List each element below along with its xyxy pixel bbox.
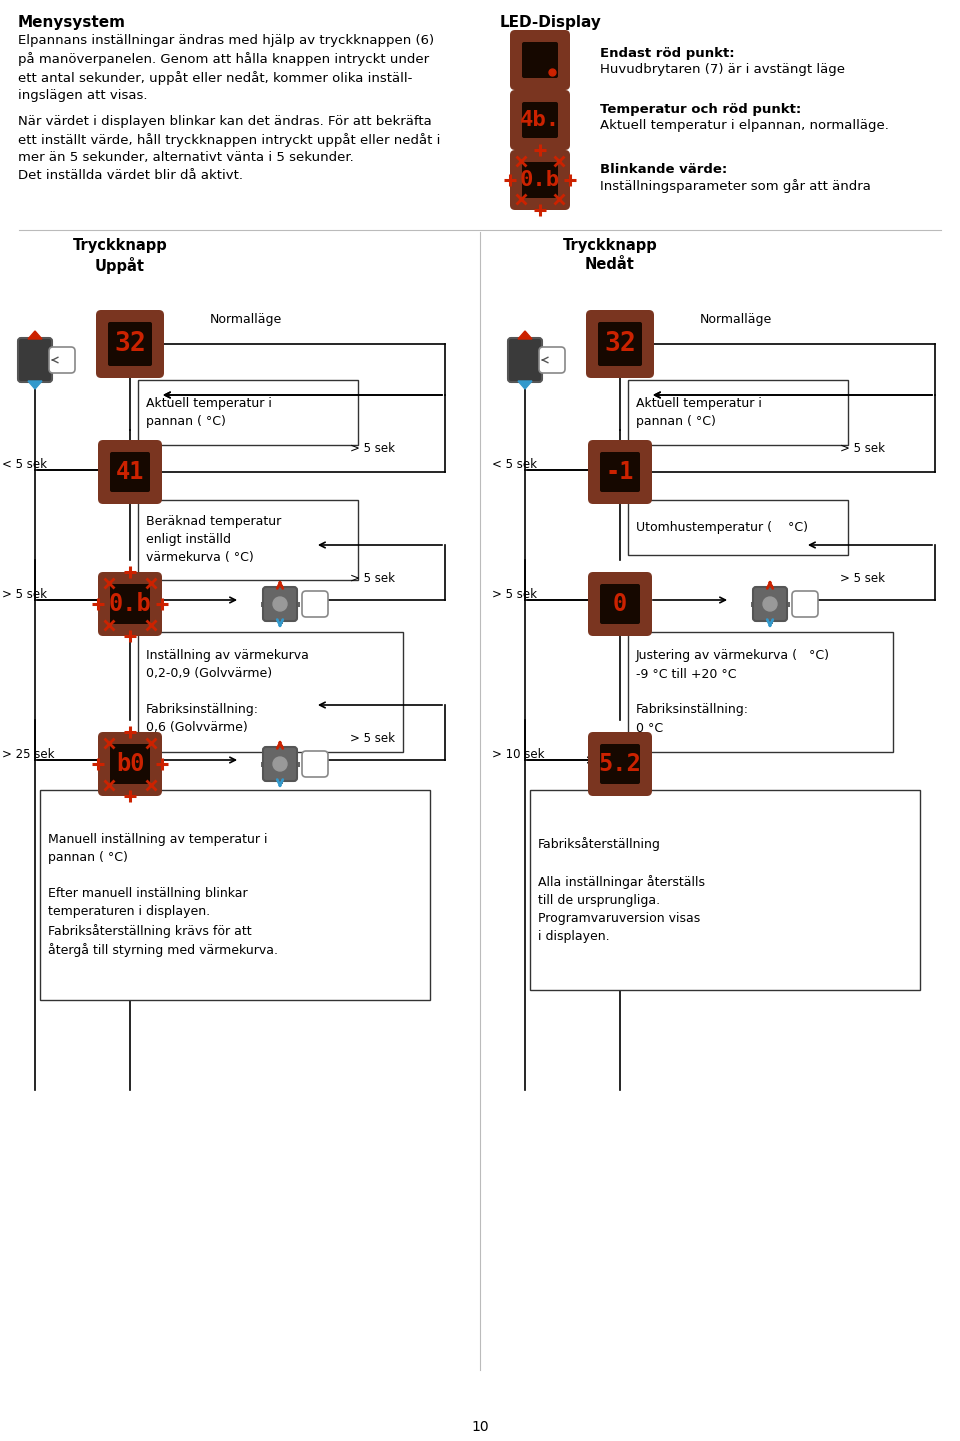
FancyBboxPatch shape bbox=[277, 778, 282, 784]
FancyBboxPatch shape bbox=[263, 586, 297, 621]
Text: 5.2: 5.2 bbox=[599, 752, 641, 777]
Bar bbox=[138, 500, 358, 579]
Text: Manuell inställning av temperatur i
pannan ( °C)

Efter manuell inställning blin: Manuell inställning av temperatur i pann… bbox=[48, 833, 278, 957]
Bar bbox=[40, 790, 430, 1000]
Text: 4b.: 4b. bbox=[520, 110, 560, 130]
FancyBboxPatch shape bbox=[98, 732, 162, 795]
Text: Normalläge: Normalläge bbox=[700, 313, 772, 326]
FancyBboxPatch shape bbox=[767, 618, 773, 624]
Text: Inställning av värmekurva
0,2-0,9 (Golvvärme)

Fabriksinställning:
0,6 (Golvvärm: Inställning av värmekurva 0,2-0,9 (Golvv… bbox=[146, 650, 309, 735]
FancyBboxPatch shape bbox=[510, 30, 570, 89]
FancyBboxPatch shape bbox=[753, 586, 787, 621]
Bar bbox=[138, 380, 358, 445]
Text: När värdet i displayen blinkar kan det ändras. För att bekräfta
ett inställt vär: När värdet i displayen blinkar kan det ä… bbox=[18, 115, 441, 182]
Bar bbox=[628, 500, 848, 555]
Text: 32: 32 bbox=[114, 331, 146, 357]
FancyBboxPatch shape bbox=[18, 339, 52, 382]
FancyBboxPatch shape bbox=[290, 589, 295, 595]
Polygon shape bbox=[28, 380, 42, 389]
FancyBboxPatch shape bbox=[588, 732, 652, 795]
FancyBboxPatch shape bbox=[751, 601, 756, 607]
Polygon shape bbox=[518, 380, 532, 389]
Text: Beräknad temperatur
enligt inställd
värmekurva ( °C): Beräknad temperatur enligt inställd värm… bbox=[146, 516, 281, 565]
FancyBboxPatch shape bbox=[302, 591, 328, 617]
Polygon shape bbox=[518, 331, 532, 339]
Text: < 5 sek: < 5 sek bbox=[492, 458, 537, 471]
Circle shape bbox=[273, 757, 287, 771]
Text: Huvudbrytaren (7) är i avstängt läge: Huvudbrytaren (7) är i avstängt läge bbox=[600, 63, 845, 76]
FancyBboxPatch shape bbox=[260, 761, 266, 767]
FancyBboxPatch shape bbox=[767, 585, 773, 589]
FancyBboxPatch shape bbox=[756, 614, 760, 618]
FancyBboxPatch shape bbox=[277, 745, 282, 749]
FancyBboxPatch shape bbox=[98, 572, 162, 635]
FancyBboxPatch shape bbox=[290, 774, 295, 778]
Text: Aktuell temperatur i
pannan ( °C): Aktuell temperatur i pannan ( °C) bbox=[146, 398, 272, 428]
Text: 0: 0 bbox=[612, 592, 627, 615]
FancyBboxPatch shape bbox=[600, 744, 640, 784]
FancyBboxPatch shape bbox=[598, 321, 642, 366]
FancyBboxPatch shape bbox=[110, 452, 150, 491]
Text: Aktuell temperatur i
pannan ( °C): Aktuell temperatur i pannan ( °C) bbox=[636, 398, 762, 428]
Text: 32: 32 bbox=[604, 331, 636, 357]
Text: > 5 sek: > 5 sek bbox=[350, 442, 395, 455]
FancyBboxPatch shape bbox=[266, 749, 271, 755]
Text: > 5 sek: > 5 sek bbox=[840, 572, 885, 585]
FancyBboxPatch shape bbox=[277, 585, 282, 589]
FancyBboxPatch shape bbox=[792, 591, 818, 617]
FancyBboxPatch shape bbox=[290, 749, 295, 755]
FancyBboxPatch shape bbox=[780, 614, 784, 618]
FancyBboxPatch shape bbox=[780, 589, 784, 595]
FancyBboxPatch shape bbox=[110, 584, 150, 624]
FancyBboxPatch shape bbox=[588, 572, 652, 635]
Text: > 5 sek: > 5 sek bbox=[2, 588, 47, 601]
FancyBboxPatch shape bbox=[96, 310, 164, 378]
FancyBboxPatch shape bbox=[539, 347, 565, 373]
Text: Justering av värmekurva (   °C)
-9 °C till +20 °C

Fabriksinställning:
0 °C: Justering av värmekurva ( °C) -9 °C till… bbox=[636, 650, 830, 735]
FancyBboxPatch shape bbox=[295, 761, 300, 767]
FancyBboxPatch shape bbox=[277, 618, 282, 624]
Text: Tryckknapp
Uppåt: Tryckknapp Uppåt bbox=[73, 238, 167, 274]
Text: Menysystem: Menysystem bbox=[18, 14, 126, 30]
Text: > 5 sek: > 5 sek bbox=[350, 732, 395, 745]
Text: < 5 sek: < 5 sek bbox=[2, 458, 47, 471]
FancyBboxPatch shape bbox=[263, 746, 297, 781]
Bar bbox=[628, 380, 848, 445]
Text: 0.b: 0.b bbox=[108, 592, 152, 615]
FancyBboxPatch shape bbox=[508, 339, 542, 382]
Text: Normalläge: Normalläge bbox=[210, 313, 282, 326]
Bar bbox=[138, 633, 403, 752]
FancyBboxPatch shape bbox=[522, 161, 558, 197]
Text: > 5 sek: > 5 sek bbox=[492, 588, 537, 601]
FancyBboxPatch shape bbox=[295, 601, 300, 607]
Text: > 5 sek: > 5 sek bbox=[350, 572, 395, 585]
FancyBboxPatch shape bbox=[260, 601, 266, 607]
FancyBboxPatch shape bbox=[302, 751, 328, 777]
FancyBboxPatch shape bbox=[49, 347, 75, 373]
FancyBboxPatch shape bbox=[266, 774, 271, 778]
FancyBboxPatch shape bbox=[784, 601, 789, 607]
Text: 10: 10 bbox=[471, 1419, 489, 1434]
Circle shape bbox=[273, 597, 287, 611]
FancyBboxPatch shape bbox=[600, 584, 640, 624]
FancyBboxPatch shape bbox=[108, 321, 152, 366]
Text: -1: -1 bbox=[606, 460, 635, 484]
Text: > 10 sek: > 10 sek bbox=[492, 748, 544, 761]
FancyBboxPatch shape bbox=[586, 310, 654, 378]
Text: b0: b0 bbox=[116, 752, 144, 777]
Text: 41: 41 bbox=[116, 460, 144, 484]
FancyBboxPatch shape bbox=[588, 440, 652, 504]
Bar bbox=[628, 633, 893, 752]
Polygon shape bbox=[28, 331, 42, 339]
FancyBboxPatch shape bbox=[290, 614, 295, 618]
Text: > 5 sek: > 5 sek bbox=[840, 442, 885, 455]
Bar bbox=[530, 790, 920, 990]
Circle shape bbox=[763, 597, 777, 611]
FancyBboxPatch shape bbox=[600, 452, 640, 491]
Text: Aktuell temperatur i elpannan, normalläge.: Aktuell temperatur i elpannan, normalläg… bbox=[600, 120, 889, 133]
FancyBboxPatch shape bbox=[522, 42, 558, 78]
FancyBboxPatch shape bbox=[510, 89, 570, 150]
Text: Elpannans inställningar ändras med hjälp av tryckknappen (6)
på manöverpanelen. : Elpannans inställningar ändras med hjälp… bbox=[18, 35, 434, 102]
FancyBboxPatch shape bbox=[98, 440, 162, 504]
FancyBboxPatch shape bbox=[756, 589, 760, 595]
